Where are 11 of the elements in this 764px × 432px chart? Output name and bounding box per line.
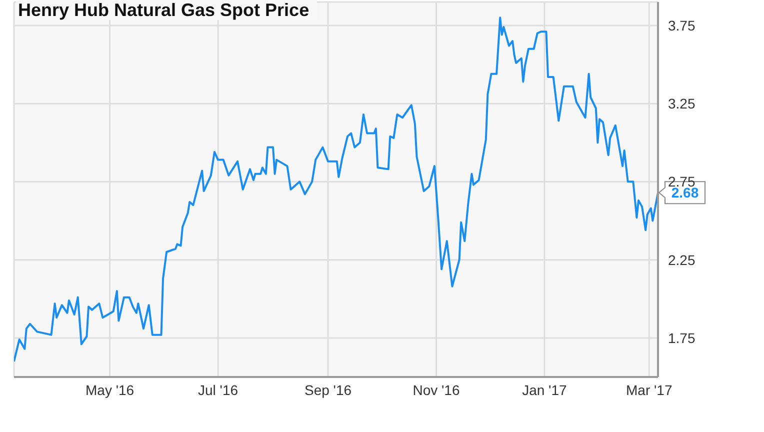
y-tick-label: 3.25 (668, 96, 696, 112)
x-tick-label: May '16 (86, 382, 134, 398)
x-tick-label: Jan '17 (522, 382, 568, 398)
y-tick-label: 2.25 (668, 252, 696, 268)
x-tick-label: Mar '17 (626, 382, 672, 398)
x-tick-label: Jul '16 (198, 382, 238, 398)
y-tick-label: 1.75 (668, 330, 696, 346)
x-tick-label: Sep '16 (304, 382, 352, 398)
y-tick-label: 3.75 (668, 17, 696, 34)
chart-title: Henry Hub Natural Gas Spot Price (16, 0, 318, 20)
x-tick-label: Nov '16 (412, 382, 460, 398)
